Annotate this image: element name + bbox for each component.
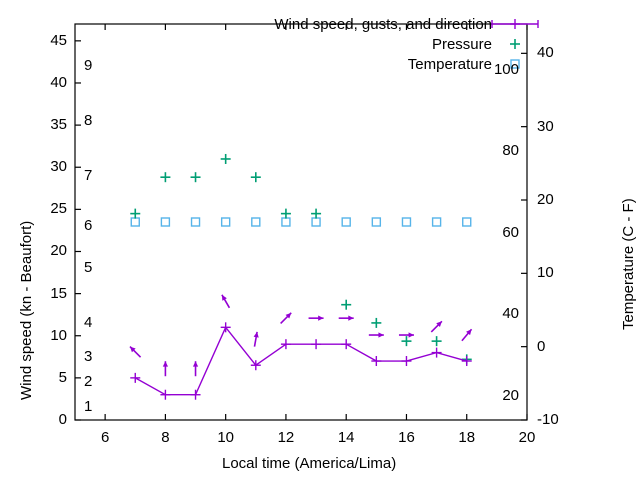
y-tick-label-15: 15 (50, 284, 67, 302)
legend-item-wind: Wind speed, gusts, and direction (274, 16, 492, 33)
beaufort-label-7: 7 (84, 166, 93, 184)
legend-item-temperature: Temperature (407, 56, 492, 73)
y2-tick-label-f-100: 100 (493, 60, 519, 78)
legend-item-pressure: Pressure (431, 36, 492, 53)
y2-tick-label-c-10: 10 (537, 264, 554, 282)
y2-tick-label-f-80: 80 (502, 142, 519, 160)
y2-tick-label-f-60: 60 (502, 223, 519, 241)
y2-tick-label-c--10: -10 (537, 411, 559, 428)
y-tick-label-35: 35 (50, 116, 67, 134)
beaufort-label-5: 5 (84, 259, 93, 277)
beaufort-label-2: 2 (84, 373, 93, 391)
y2-axis-ticks (521, 52, 527, 421)
y2-tick-label-f-20: 20 (502, 386, 519, 404)
y-tick-label-10: 10 (50, 326, 67, 344)
x-axis-title: Local time (America/Lima) (222, 455, 397, 472)
y-tick-label-0: 0 (58, 411, 67, 428)
x-tick-label-6: 6 (100, 429, 110, 446)
x-tick-label-16: 16 (398, 429, 415, 446)
y-tick-label-25: 25 (50, 200, 67, 218)
wind-series (130, 322, 472, 400)
y2-tick-label-c-20: 20 (537, 191, 554, 208)
y2-tick-label-c-30: 30 (537, 117, 554, 135)
x-axis-ticks (104, 24, 528, 420)
x-tick-label-10: 10 (217, 429, 234, 446)
x-tick-label-14: 14 (337, 429, 355, 446)
beaufort-label-6: 6 (84, 217, 93, 235)
x-tick-label-12: 12 (277, 429, 295, 446)
y2-tick-label-f-40: 40 (502, 305, 519, 323)
y-tick-label-40: 40 (50, 73, 67, 91)
y2-axis-title: Temperature (C - F) (620, 198, 637, 330)
wind-direction-arrows (129, 294, 473, 377)
y2-tick-label-c-40: 40 (537, 44, 554, 62)
beaufort-label-1: 1 (84, 398, 93, 416)
x-tick-label-18: 18 (458, 429, 476, 446)
y-axis-ticks (75, 40, 81, 421)
y-axis-title: Wind speed (kn - Beaufort) (18, 220, 35, 400)
beaufort-label-4: 4 (84, 314, 93, 332)
y-tick-label-20: 20 (50, 242, 67, 260)
y2-tick-label-c-0: 0 (537, 337, 546, 355)
beaufort-label-8: 8 (84, 111, 93, 129)
x-tick-label-20: 20 (518, 429, 536, 446)
beaufort-label-9: 9 (84, 57, 93, 75)
x-tick-label-8: 8 (161, 429, 170, 446)
plot-frame (74, 23, 528, 421)
y-tick-label-45: 45 (50, 31, 67, 49)
pressure-series (130, 153, 472, 365)
beaufort-label-3: 3 (84, 347, 93, 365)
y-tick-label-5: 5 (58, 368, 67, 386)
y-tick-label-30: 30 (50, 158, 67, 176)
legend-markers (491, 19, 539, 69)
